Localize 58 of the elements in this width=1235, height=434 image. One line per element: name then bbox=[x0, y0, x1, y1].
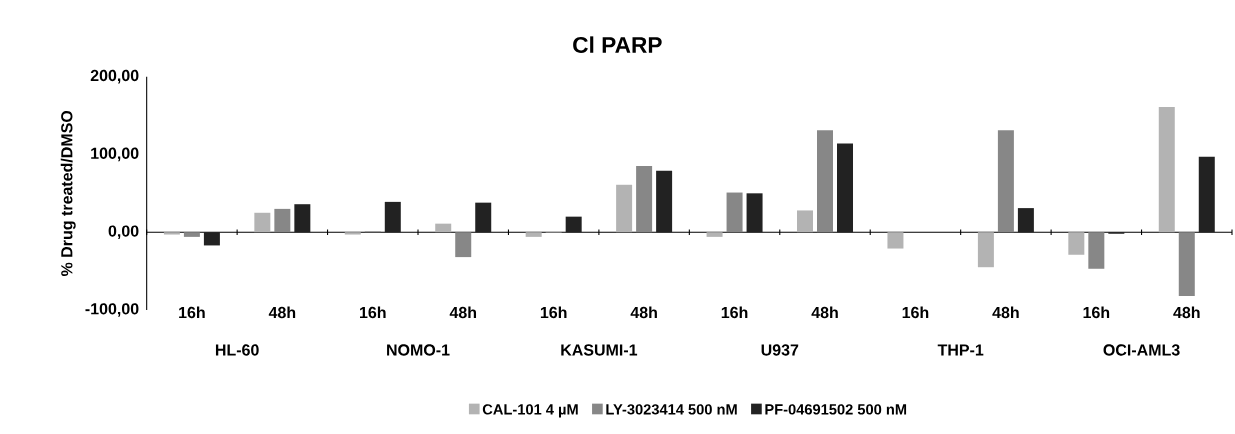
bar bbox=[817, 130, 833, 233]
bar bbox=[344, 232, 361, 235]
bar bbox=[1158, 106, 1175, 233]
y-tick-label: -100,00 bbox=[85, 303, 139, 317]
x-tick-label: 48h bbox=[992, 306, 1019, 319]
bar bbox=[384, 201, 401, 233]
bar bbox=[726, 192, 743, 233]
bar bbox=[1088, 232, 1105, 269]
bar bbox=[1068, 232, 1085, 255]
bar bbox=[475, 202, 492, 233]
x-tick-label: 16h bbox=[902, 306, 929, 319]
x-tick-label: 16h bbox=[179, 306, 205, 319]
bar bbox=[797, 210, 814, 233]
legend-label: CAL-101 4 µM bbox=[482, 404, 578, 418]
x-tick-label: 48h bbox=[630, 306, 657, 319]
text: THP-1 bbox=[937, 344, 984, 356]
bar bbox=[706, 232, 723, 237]
bar bbox=[435, 223, 452, 233]
bar bbox=[565, 216, 582, 233]
x-tick-label: 16h bbox=[360, 306, 386, 319]
bar bbox=[636, 166, 653, 233]
bar bbox=[274, 208, 291, 233]
bar bbox=[254, 212, 271, 233]
bar bbox=[525, 232, 542, 237]
y-tick-label: 200,00 bbox=[90, 69, 139, 84]
y-tick-label: 100,00 bbox=[91, 147, 139, 162]
text: U937 bbox=[761, 344, 799, 356]
x-tick-label: 48h bbox=[449, 306, 477, 319]
y-axis-title: % Drug treated/DMSO bbox=[60, 110, 76, 277]
x-tick-label: 48h bbox=[268, 306, 296, 319]
chart-title: Cl PARP bbox=[573, 36, 662, 53]
bar bbox=[977, 232, 994, 268]
bar bbox=[997, 130, 1014, 233]
x-tick-label: 16h bbox=[1083, 306, 1110, 319]
bar bbox=[616, 184, 633, 233]
bar bbox=[1198, 156, 1215, 233]
text: KASUMI-1 bbox=[561, 344, 638, 356]
bar bbox=[656, 170, 673, 233]
bar bbox=[746, 193, 763, 233]
x-tick-label: 16h bbox=[721, 306, 748, 319]
bar bbox=[887, 232, 904, 249]
x-tick-label: 16h bbox=[540, 306, 567, 319]
bar bbox=[163, 232, 180, 235]
bar bbox=[1017, 208, 1034, 233]
text: HL-60 bbox=[215, 344, 259, 356]
bar bbox=[203, 232, 220, 246]
bar bbox=[837, 143, 853, 233]
bar bbox=[183, 232, 200, 237]
y-tick-label: 0,00 bbox=[108, 225, 139, 240]
bar bbox=[455, 232, 472, 258]
legend-label: LY-3023414 500 nM bbox=[606, 404, 737, 415]
bar bbox=[1178, 232, 1195, 296]
legend-label: PF-04691502 500 nM bbox=[765, 404, 907, 415]
x-tick-label: 48h bbox=[1173, 306, 1200, 319]
text: OCI-AML3 bbox=[1103, 344, 1180, 356]
x-tick-label: 48h bbox=[811, 306, 838, 319]
text: NOMO-1 bbox=[387, 344, 450, 356]
bar bbox=[294, 204, 311, 233]
